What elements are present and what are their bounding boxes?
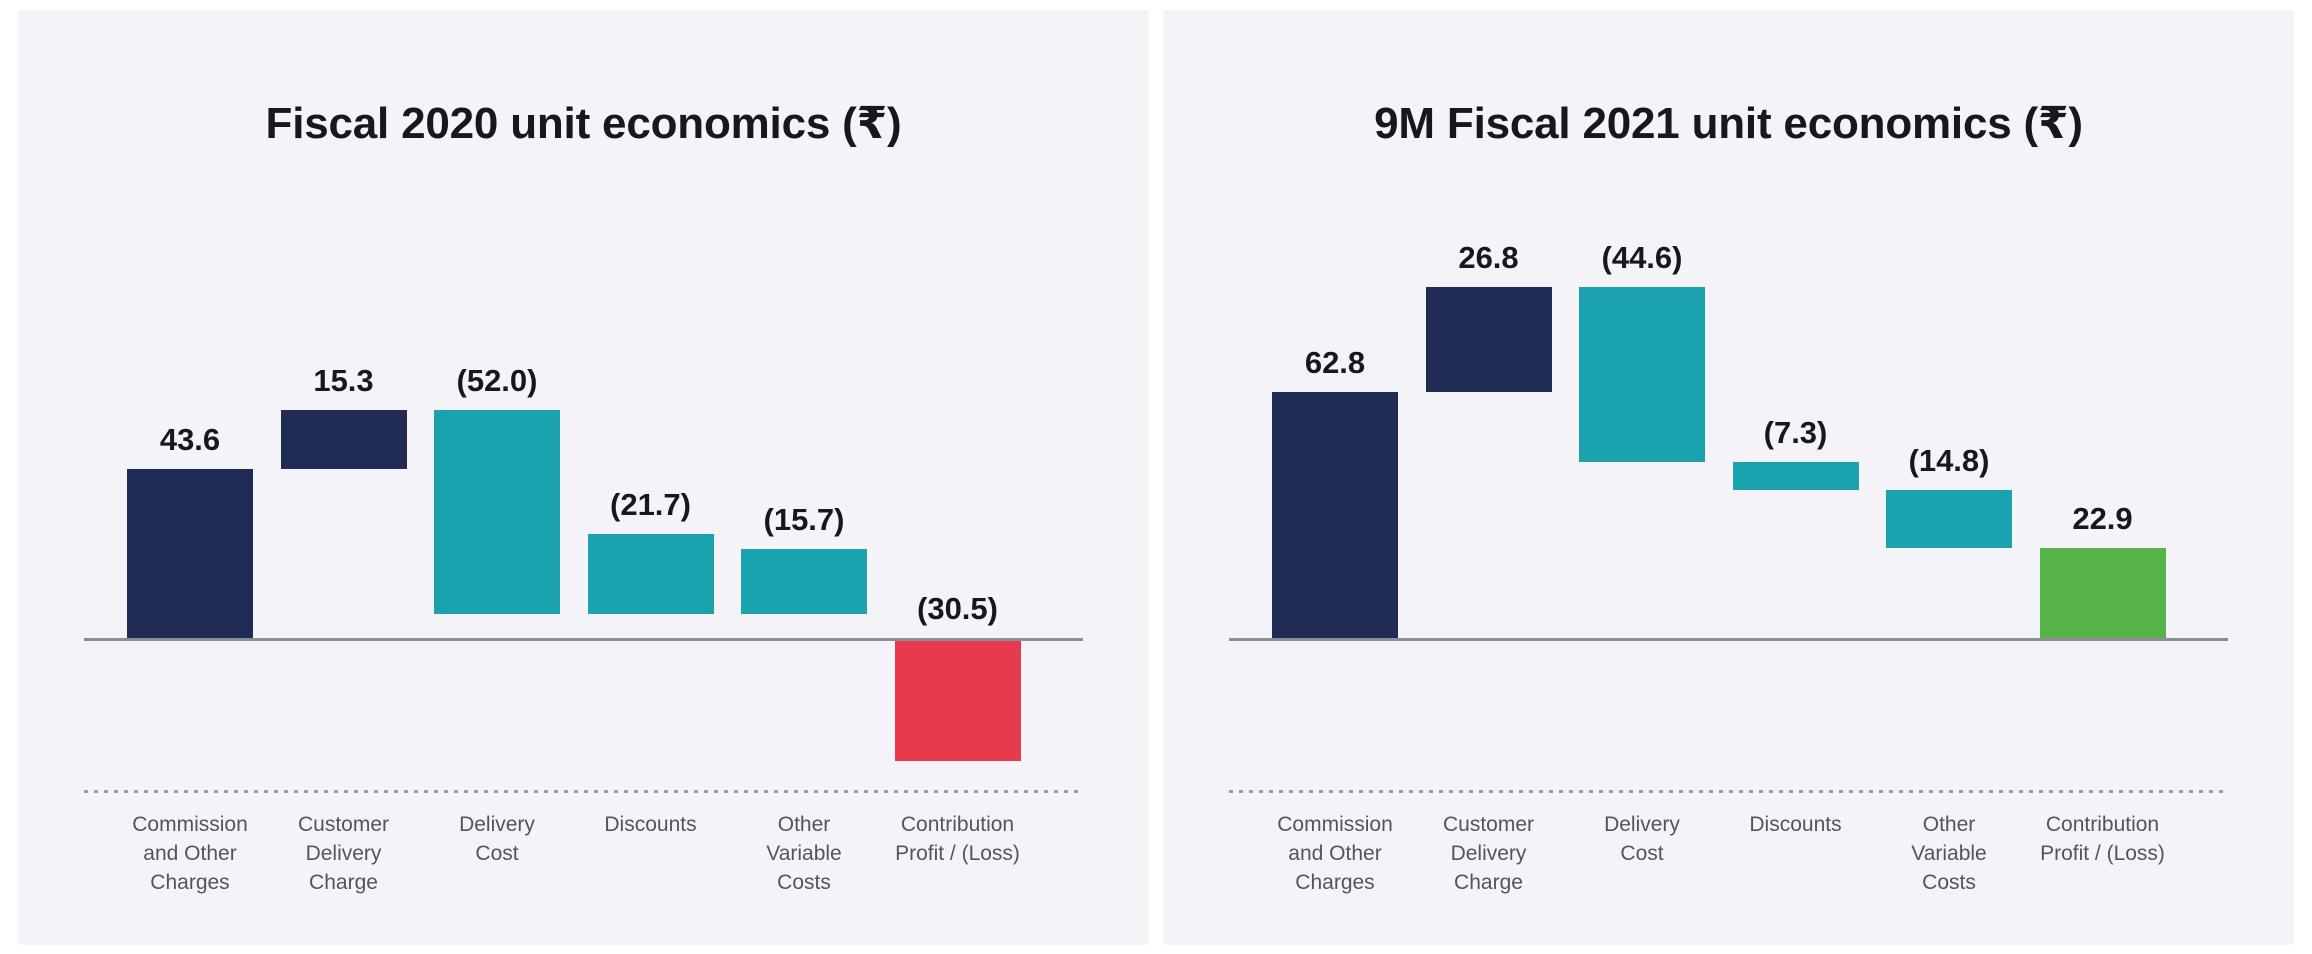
category-label: Discounts (1749, 813, 1842, 836)
bar-value-label: 15.3 (313, 362, 374, 398)
waterfall-bar-other-variable-costs (1886, 490, 2012, 549)
waterfall-bar-discounts (1732, 461, 1859, 491)
waterfall-bar-commission-and-other-charges (1272, 391, 1398, 638)
bar-value-label: (15.7) (763, 501, 845, 537)
waterfall-bar-customer-delivery-charge (1425, 286, 1552, 392)
waterfall-bar-other-variable-costs (741, 548, 867, 614)
category-label: Contribution Profit / (Loss) (895, 813, 1020, 865)
bar-value-label: 43.6 (159, 421, 221, 457)
bar-value-label: 26.8 (1458, 239, 1519, 275)
category-label: Other Variable Costs (766, 813, 842, 894)
category-label: Customer Delivery Charge (1442, 813, 1535, 894)
waterfall-plot-9m-fiscal-2021: 62.8 Commission and Other Charges 26.8 Cust… (1163, 10, 2294, 945)
waterfall-bar-delivery-cost (1579, 286, 1705, 462)
category-label: Commission and Other Charges (132, 813, 248, 894)
bar-value-label: (21.7) (610, 487, 691, 523)
bar-value-label: 22.9 (2072, 501, 2133, 537)
category-label: Contribution Profit / (Loss) (2040, 813, 2165, 865)
category-label: Delivery Cost (1604, 813, 1680, 865)
chart-title-9m-fiscal-2021: 9M Fiscal 2021 unit economics (₹) (1374, 99, 2083, 148)
chart-card-9m-fiscal-2021: 9M Fiscal 2021 unit economics (₹) 62.8 Co… (1163, 10, 2294, 945)
bar-value-label: 62.8 (1304, 344, 1366, 380)
waterfall-bar-discounts (587, 534, 714, 614)
waterfall-bar-contribution-profit-loss (894, 638, 1021, 762)
dotted-separator-line (84, 790, 1083, 793)
x-axis-baseline (1229, 638, 2228, 641)
bar-value-label: (44.6) (1601, 239, 1683, 275)
waterfall-plot-fiscal-2020: 43.6 Commission and Other Charges 15.3 Cust… (18, 10, 1149, 945)
chart-title-fiscal-2020: Fiscal 2020 unit economics (₹) (265, 99, 902, 148)
bar-value-label: (14.8) (1908, 443, 1990, 479)
category-label: Customer Delivery Charge (297, 813, 390, 894)
bar-value-label: (52.0) (456, 362, 538, 398)
waterfall-bar-contribution-profit-loss (2039, 548, 2166, 638)
category-label: Other Variable Costs (1911, 813, 1987, 894)
category-label: Commission and Other Charges (1277, 813, 1393, 894)
x-axis-baseline (84, 638, 1083, 641)
category-label: Delivery Cost (459, 813, 535, 865)
bar-value-label: (7.3) (1763, 414, 1828, 450)
waterfall-bar-commission-and-other-charges (127, 468, 253, 638)
bar-value-label: (30.5) (917, 591, 998, 626)
waterfall-bar-customer-delivery-charge (280, 409, 407, 469)
waterfall-bar-delivery-cost (434, 409, 560, 614)
chart-card-fiscal-2020: Fiscal 2020 unit economics (₹) 43.6 Commi… (18, 10, 1149, 945)
dotted-separator-line (1229, 790, 2228, 793)
category-label: Discounts (604, 813, 697, 836)
